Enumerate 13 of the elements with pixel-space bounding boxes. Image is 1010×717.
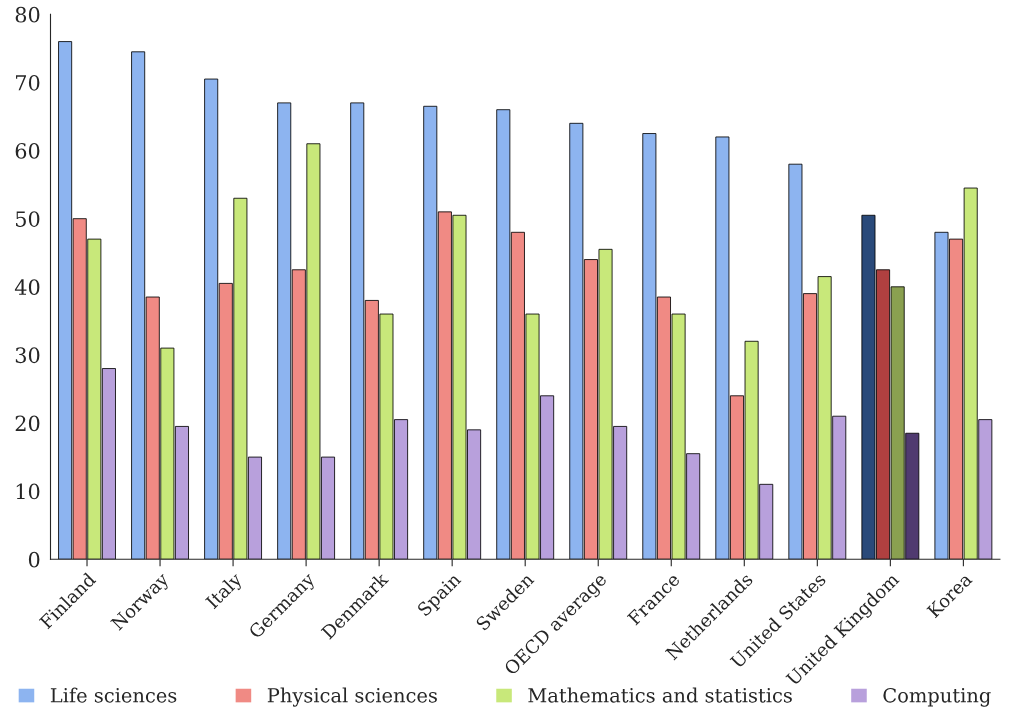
legend-label: Life sciences: [50, 687, 177, 703]
y-tick-label: 10: [16, 483, 40, 500]
y-tick-label: 70: [16, 74, 40, 91]
y-tick-label: 30: [15, 347, 40, 364]
legend-label: Computing: [883, 687, 991, 707]
y-tick-label: 20: [15, 415, 40, 432]
y-tick-label: 40: [14, 279, 40, 296]
y-tick-label: 50: [16, 211, 40, 227]
y-tick-label: 60: [15, 143, 40, 159]
y-tick-label: 0: [28, 551, 40, 568]
legend-label: Mathematics and statistics: [528, 687, 792, 703]
legend-label: Physical sciences: [267, 687, 437, 707]
y-tick-label: 80: [15, 6, 40, 23]
